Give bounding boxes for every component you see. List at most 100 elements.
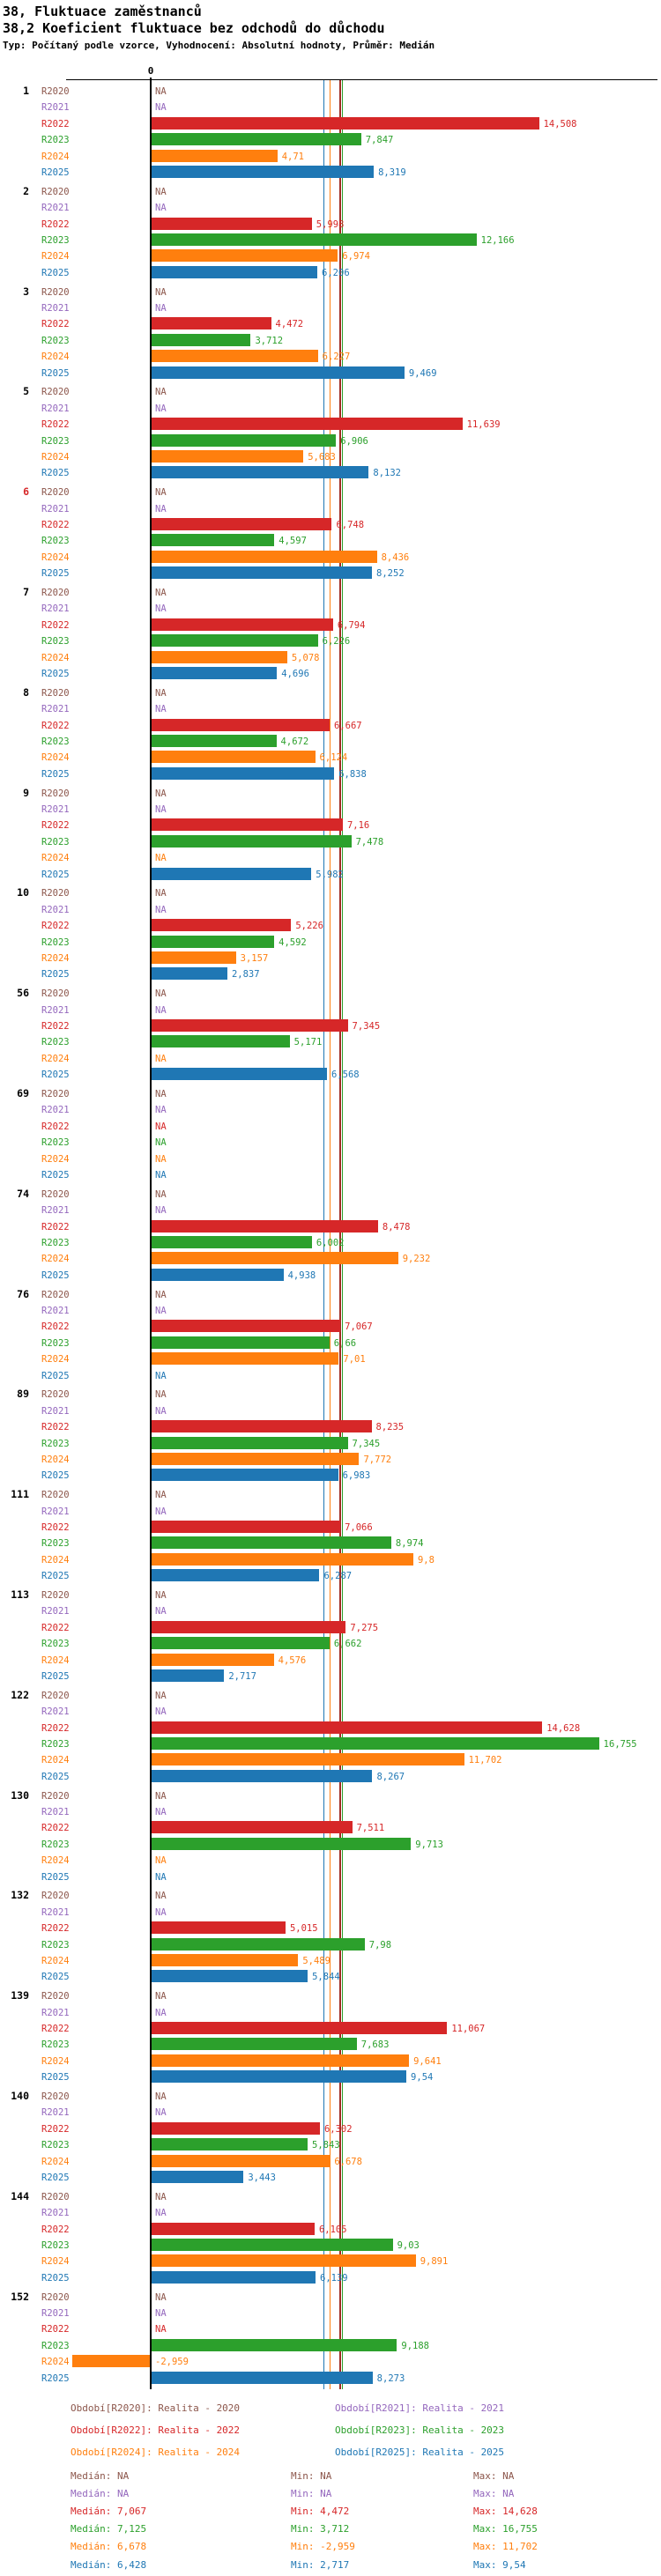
value-label-R2023: 12,166 <box>480 235 515 246</box>
value-label-R2023: 16,755 <box>603 1739 637 1750</box>
row-label-R2020: R2020 <box>41 186 70 197</box>
value-label-R2020: NA <box>155 588 167 598</box>
row-label-R2021: R2021 <box>41 2308 70 2319</box>
value-label-R2025: 6,568 <box>331 1070 360 1081</box>
value-label-R2020: NA <box>155 1790 167 1802</box>
row-label-R2022: R2022 <box>41 921 70 932</box>
zero-axis-line <box>150 78 152 2389</box>
value-label-R2024: 7,772 <box>363 1455 392 1465</box>
bar-140-R2022 <box>152 2121 320 2135</box>
value-label-R2023: 7,478 <box>355 836 384 848</box>
legend-R2020: Období[R2020]: Realita - 2020 <box>71 2402 241 2414</box>
row-label-R2020: R2020 <box>41 1891 70 1902</box>
value-label-R2021: NA <box>155 1906 167 1918</box>
row-label-R2021: R2021 <box>41 1405 70 1417</box>
row-label-R2025: R2025 <box>41 1470 70 1482</box>
legend-R2025: Období[R2025]: Realita - 2025 <box>335 2446 505 2458</box>
value-label-R2025: 8,132 <box>373 468 401 479</box>
row-label-R2023: R2023 <box>41 1639 70 1650</box>
bar-113-R2025 <box>152 1669 225 1682</box>
value-label-R2025: 2,717 <box>228 1671 256 1682</box>
value-label-R2023: 8,974 <box>395 1538 424 1550</box>
value-label-R2022: 6,748 <box>336 520 365 530</box>
value-label-R2024: 7,01 <box>343 1354 366 1366</box>
bar-8-R2025 <box>152 766 335 780</box>
row-label-R2024: R2024 <box>41 1654 70 1666</box>
value-label-R2021: NA <box>155 1606 167 1617</box>
value-label-R2024: 6,974 <box>342 251 370 263</box>
value-label-R2020: NA <box>155 1690 167 1701</box>
value-label-R2023: 6,002 <box>316 1238 345 1248</box>
bar-1-R2025 <box>152 166 375 178</box>
value-label-R2023: 9,188 <box>401 2340 429 2351</box>
bar-111-R2022 <box>152 1521 341 1533</box>
value-label-R2020: NA <box>155 888 167 899</box>
bar-152-R2023 <box>152 2338 397 2351</box>
value-label-R2022: 7,345 <box>352 1021 381 1032</box>
row-label-R2023: R2023 <box>41 1538 70 1550</box>
row-label-R2022: R2022 <box>41 1823 70 1834</box>
bar-76-R2024 <box>152 1352 339 1366</box>
value-label-R2024: 4,576 <box>278 1654 307 1666</box>
value-label-R2025: 6,287 <box>323 1571 353 1582</box>
value-label-R2022: 11,067 <box>451 2024 486 2034</box>
row-label-R2021: R2021 <box>41 1706 70 1718</box>
bar-89-R2022 <box>152 1420 372 1433</box>
value-label-R2022: 14,508 <box>543 118 577 130</box>
value-label-R2025: 8,273 <box>376 2372 405 2384</box>
value-label-R2025: NA <box>155 1871 167 1883</box>
bar-144-R2022 <box>152 2222 315 2235</box>
value-label-R2023: NA <box>155 1137 167 1149</box>
value-label-R2020: NA <box>155 687 167 699</box>
bar-89-R2023 <box>152 1436 348 1449</box>
row-label-R2020: R2020 <box>41 1188 70 1200</box>
row-label-R2023: R2023 <box>41 2140 70 2151</box>
row-label-R2024: R2024 <box>41 1153 70 1165</box>
row-label-R2025: R2025 <box>41 969 70 981</box>
value-label-R2024: 3,157 <box>240 953 269 964</box>
value-label-R2023: 6,906 <box>340 435 368 447</box>
value-label-R2022: 6,667 <box>334 720 362 731</box>
value-label-R2021: NA <box>155 1004 167 1016</box>
bar-139-R2022 <box>152 2022 448 2034</box>
row-label-R2020: R2020 <box>41 2191 70 2202</box>
value-label-R2025: 6,139 <box>320 2272 348 2284</box>
row-label-R2021: R2021 <box>41 603 70 615</box>
legend-R2023: Období[R2023]: Realita - 2023 <box>335 2424 505 2436</box>
value-label-R2025: 2,837 <box>231 969 260 981</box>
row-label-R2020: R2020 <box>41 1790 70 1802</box>
bar-56-R2023 <box>152 1035 290 1048</box>
bar-144-R2025 <box>152 2270 316 2284</box>
value-label-R2022: 8,235 <box>375 1422 405 1433</box>
row-label-R2023: R2023 <box>41 836 70 848</box>
bar-122-R2024 <box>152 1753 464 1766</box>
row-label-R2023: R2023 <box>41 2340 70 2351</box>
value-label-R2022: 5,998 <box>316 218 345 230</box>
row-label-R2025: R2025 <box>41 1571 70 1582</box>
row-label-R2020: R2020 <box>41 788 70 799</box>
row-label-R2024: R2024 <box>41 2156 70 2167</box>
median-line-R2023 <box>341 79 343 2389</box>
value-label-R2024: 5,683 <box>308 452 336 463</box>
value-label-R2025: 5,982 <box>316 869 344 880</box>
row-label-R2025: R2025 <box>41 468 70 479</box>
row-label-R2024: R2024 <box>41 853 70 864</box>
row-label-R2025: R2025 <box>41 1871 70 1883</box>
bar-3-R2025 <box>152 366 405 379</box>
row-label-R2025: R2025 <box>41 2072 70 2084</box>
bar-139-R2024 <box>152 2054 410 2067</box>
row-label-R2022: R2022 <box>41 1722 70 1734</box>
group-label-140: 140 <box>11 2090 29 2102</box>
bar-74-R2022 <box>152 1219 378 1232</box>
row-label-R2020: R2020 <box>41 1289 70 1300</box>
value-label-R2025: 9,469 <box>408 367 437 379</box>
value-label-R2021: NA <box>155 2107 167 2119</box>
group-label-7: 7 <box>23 586 29 598</box>
value-label-R2021: NA <box>155 2208 167 2219</box>
row-label-R2024: R2024 <box>41 1354 70 1366</box>
value-label-R2021: NA <box>155 1506 167 1517</box>
row-label-R2021: R2021 <box>41 102 70 114</box>
bar-130-R2022 <box>152 1821 353 1834</box>
value-label-R2023: 9,713 <box>415 1839 443 1850</box>
row-label-R2024: R2024 <box>41 953 70 964</box>
